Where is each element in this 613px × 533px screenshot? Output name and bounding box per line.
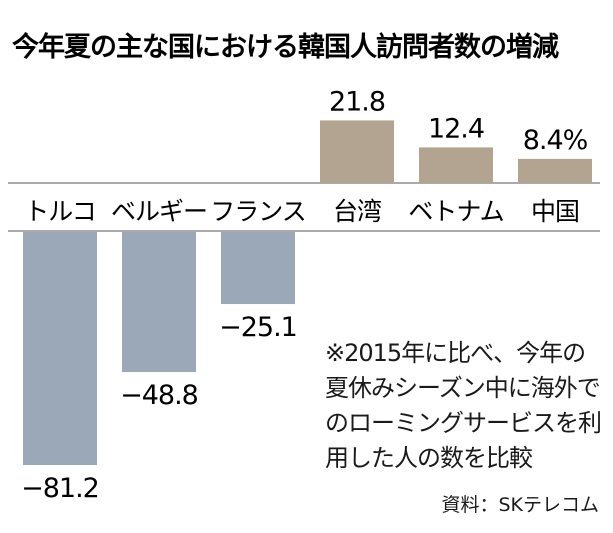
category-label-4: ベトナム xyxy=(408,197,503,226)
category-label-2: フランス xyxy=(210,197,306,226)
category-label-1: ベルギー xyxy=(111,197,207,226)
source-label: 資料：SKテレコム xyxy=(441,494,599,516)
bar-3 xyxy=(320,120,394,183)
value-label-2: −25.1 xyxy=(219,312,297,343)
value-label-4: 12.4 xyxy=(428,113,484,144)
chart-note: ※2015年に比べ、今年の夏休みシーズン中に海外でのローミングサービスを利用した… xyxy=(325,339,602,472)
bar-2 xyxy=(221,232,295,305)
category-label-0: トルコ xyxy=(24,197,96,226)
value-label-3: 21.8 xyxy=(329,86,385,117)
bar-4 xyxy=(419,147,493,183)
category-label-3: 台湾 xyxy=(333,197,381,226)
bar-5 xyxy=(518,158,592,183)
category-label-5: 中国 xyxy=(531,197,579,226)
value-label-0: −81.2 xyxy=(21,473,99,504)
value-label-1: −48.8 xyxy=(120,380,198,411)
chart-title: 今年夏の主な国における韓国人訪問者数の増減 xyxy=(12,31,559,63)
bar-1 xyxy=(122,232,196,373)
bar-0 xyxy=(23,232,97,466)
value-label-5: 8.4% xyxy=(523,125,588,156)
